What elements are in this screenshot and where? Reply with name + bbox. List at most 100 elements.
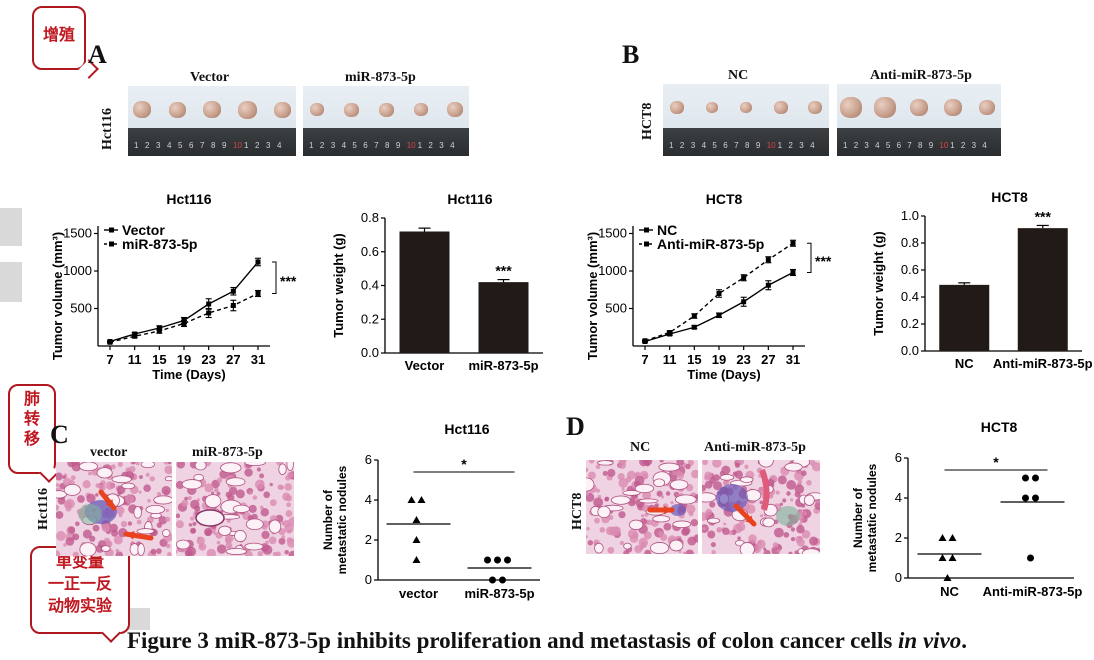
tissue-cell <box>176 462 186 469</box>
tissue-cell <box>621 487 625 491</box>
tissue-cell <box>759 514 764 518</box>
tissue-cell <box>56 511 64 519</box>
data-point <box>484 556 491 564</box>
chart-y-tick-label: 0 <box>365 572 372 587</box>
photo-a-row-label: Hct116 <box>100 108 115 150</box>
alveolus <box>181 479 203 490</box>
tissue-cell <box>604 497 609 502</box>
tissue-cell <box>796 538 805 547</box>
histo-c-group-1-label: vector <box>90 445 128 460</box>
chart-x-tick-label: 7 <box>641 352 648 367</box>
tumor-nodule <box>78 504 102 524</box>
chart-y-tick-label: 1.0 <box>901 208 919 223</box>
tissue-cell <box>225 541 233 549</box>
tissue-cell <box>759 500 764 505</box>
data-point <box>230 303 236 308</box>
alveolus <box>111 475 132 484</box>
tissue-cell <box>618 511 626 519</box>
tissue-cell <box>166 543 171 549</box>
series-line-Vector <box>109 261 259 343</box>
tissue-cell <box>216 540 221 545</box>
panel-letter-c: C <box>50 420 69 449</box>
significance-mark: *** <box>280 273 297 289</box>
tissue-cell <box>691 469 698 479</box>
data-point <box>489 576 496 584</box>
tissue-cell <box>62 475 67 480</box>
chart-y-label-line-1: Number of <box>321 489 335 550</box>
tissue-cell <box>176 549 178 554</box>
chart-title: Hct116 <box>444 421 489 437</box>
tissue-cell <box>204 527 213 537</box>
chart-title: HCT8 <box>981 419 1018 435</box>
alveolus <box>176 539 191 550</box>
tissue-cell <box>737 536 741 541</box>
tissue-cell <box>257 550 263 556</box>
tissue-cell <box>594 517 600 524</box>
alveolus <box>232 504 250 513</box>
tissue-cell <box>72 533 80 541</box>
chart-y-tick-label: 0 <box>895 570 902 585</box>
chart-x-tick-label: 23 <box>201 352 215 367</box>
tissue-cell <box>120 520 128 528</box>
legend-label: miR-873-5p <box>122 236 197 252</box>
significance-bracket <box>272 261 277 294</box>
tumor <box>273 101 291 118</box>
alveolus <box>164 476 172 482</box>
panel-letter-b: B <box>622 40 640 69</box>
ruler-number: 1 <box>134 141 139 150</box>
tissue-cell <box>632 532 639 539</box>
callout-metastasis: 肺 转 移 <box>8 384 56 474</box>
category-label: miR-873-5p <box>468 358 538 373</box>
tissue-cell <box>101 523 110 533</box>
tissue-cell <box>736 522 746 532</box>
tissue-cell <box>814 501 820 510</box>
chart-hct8-nodules: HCT8 0 2 4 6 Number of metastatic nodules NC Ant… <box>851 419 1082 599</box>
tissue-cell <box>607 546 615 554</box>
alveolus <box>101 545 111 552</box>
tissue-cell <box>269 482 273 487</box>
data-point <box>230 288 236 294</box>
chart-y-tick-label: 2 <box>895 530 902 545</box>
arrow-head <box>745 515 754 524</box>
tumor <box>670 101 684 115</box>
tissue-cell <box>67 462 76 468</box>
alveolus <box>79 542 97 556</box>
tissue-cell <box>282 492 291 501</box>
tissue-cell <box>588 471 596 480</box>
tissue-cell <box>244 468 253 477</box>
alveolus <box>278 463 287 475</box>
tissue-cell <box>681 527 690 536</box>
significance-bracket <box>807 242 812 273</box>
tissue-cell <box>763 549 771 554</box>
tissue-cell <box>165 508 169 512</box>
alveolus <box>268 519 282 534</box>
tissue-cell <box>607 468 616 477</box>
arrow-head <box>664 505 672 515</box>
alveolus <box>218 525 232 536</box>
tissue-cell <box>593 497 604 508</box>
alveolus <box>63 483 81 496</box>
tissue-cell <box>625 476 632 483</box>
tissue-cell <box>644 549 652 554</box>
tissue-cell <box>595 464 601 470</box>
data-point <box>412 556 421 563</box>
tissue-cell <box>786 480 797 490</box>
chart-y-tick-label: 1000 <box>63 263 92 278</box>
ruler-number: 4 <box>810 141 815 150</box>
chart-x-tick-label: 31 <box>786 352 800 367</box>
tumor <box>310 103 324 117</box>
chart-y-tick-label: 1500 <box>598 226 627 241</box>
tissue-cell <box>763 547 767 551</box>
tissue-cell <box>602 470 608 476</box>
alveolus <box>653 478 666 488</box>
alveolus <box>739 542 755 554</box>
ruler-number: 2 <box>679 141 685 150</box>
ruler-number: 3 <box>439 141 444 150</box>
tissue-cell <box>77 495 85 503</box>
callout-design-line-2: 一正一反 <box>47 576 112 593</box>
ruler-number: 9 <box>222 141 227 150</box>
tumor <box>910 99 928 117</box>
histo-d-group-1-label: NC <box>630 440 651 455</box>
significance-mark: *** <box>1035 208 1052 224</box>
tissue-cell <box>284 483 292 491</box>
